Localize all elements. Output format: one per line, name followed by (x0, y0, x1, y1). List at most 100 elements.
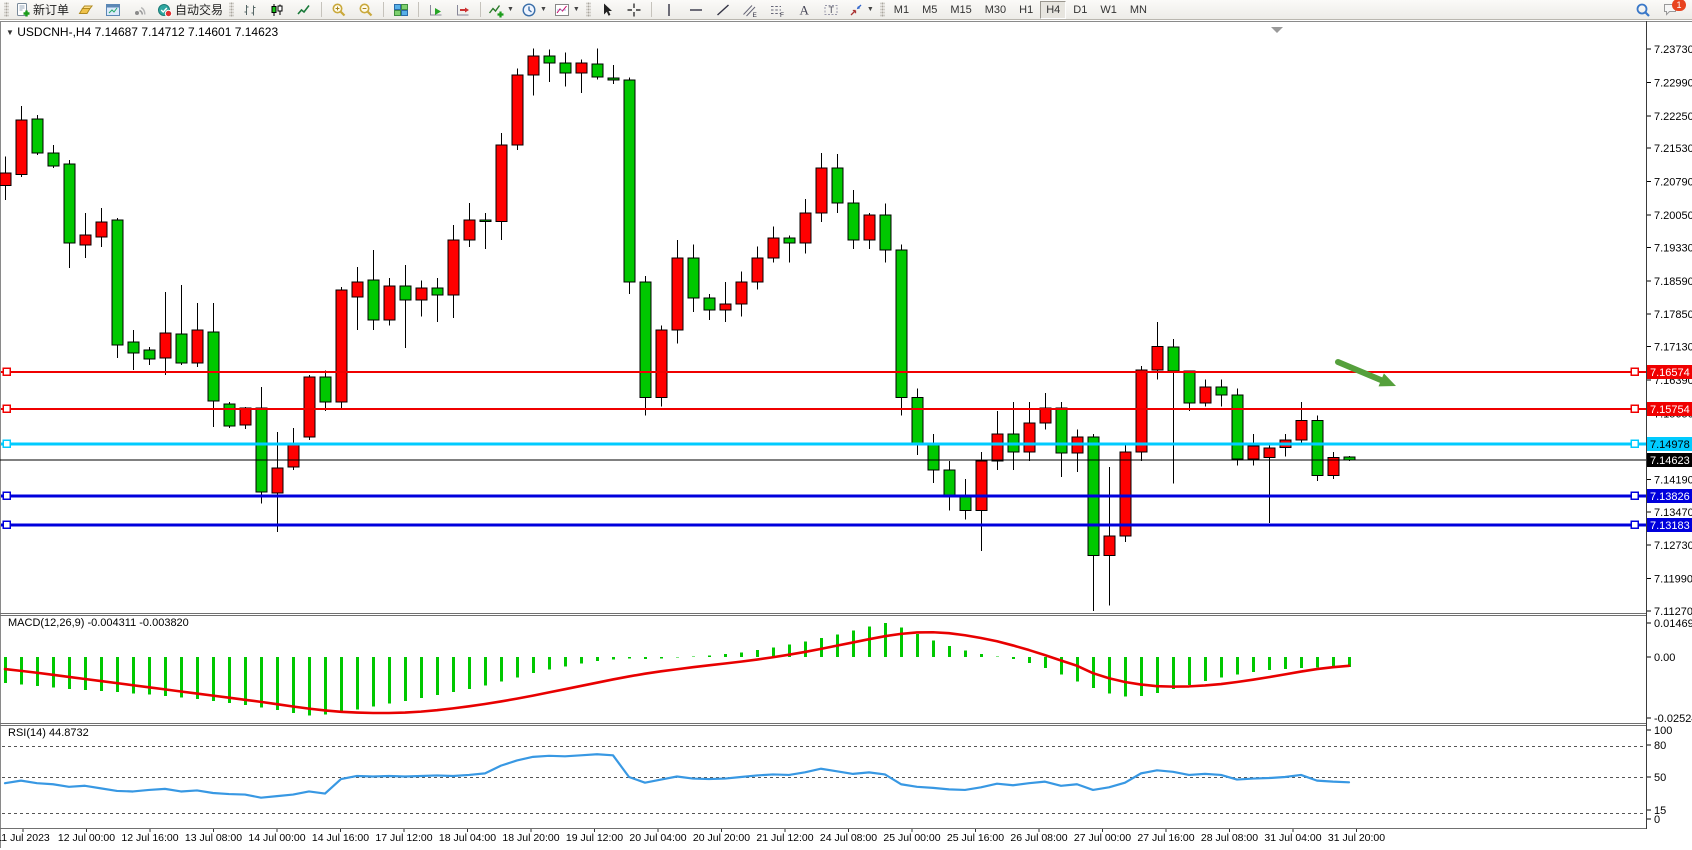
timeframe-w1-button[interactable]: W1 (1100, 3, 1117, 16)
candle-body (1295, 419, 1308, 441)
toolbar-grip[interactable] (879, 2, 885, 17)
chevron-down-icon[interactable]: ▼ (866, 6, 874, 13)
candlestick-series (0, 48, 1356, 612)
svg-text:T: T (828, 5, 834, 15)
periods-button[interactable]: ▼ (518, 0, 550, 20)
line-drag-handle[interactable] (2, 520, 11, 530)
auto-scroll-icon (430, 4, 442, 15)
timeframe-h4-button[interactable]: H4 (1040, 0, 1067, 19)
time-tick-label: 20 Jul 04:00 (629, 832, 686, 844)
svg-text:E: E (752, 12, 757, 18)
time-axis[interactable]: 11 Jul 2023 12 Jul 00:00 12 Jul 16:00 13 Ju… (0, 829, 1385, 844)
line-drag-handle[interactable] (1630, 491, 1639, 501)
line-drag-handle[interactable] (1630, 439, 1639, 449)
chart-shift-button[interactable] (450, 0, 476, 20)
timeframe-m15-button[interactable]: M15 (950, 3, 972, 16)
candlestick-button[interactable] (264, 0, 290, 20)
signal-icon (135, 6, 146, 15)
bar-chart-button[interactable] (237, 0, 263, 20)
toolbar-grip[interactable] (585, 2, 591, 17)
candle-body (1103, 535, 1116, 557)
vline-button[interactable] (656, 0, 682, 20)
new-order-icon (17, 2, 30, 16)
price-tick-label: 7.22990 (1654, 77, 1692, 89)
price-level-lines[interactable] (0, 367, 1646, 530)
candle-body (31, 118, 44, 154)
timeframe-m1-button[interactable]: M1 (893, 3, 910, 16)
notifications-button[interactable]: 1 (1662, 0, 1686, 19)
candle-body (911, 396, 924, 446)
channel-icon: E (742, 4, 757, 18)
rsi-line (3, 753, 1351, 799)
channel-button[interactable]: E (737, 0, 763, 20)
vline-icon (668, 3, 670, 16)
tile-windows-button[interactable] (388, 0, 414, 20)
candle-body (1135, 369, 1148, 453)
cursor-button[interactable] (594, 0, 620, 20)
candle-body (879, 214, 892, 251)
macd-signal-line (3, 630, 1351, 715)
line-drag-handle[interactable] (1630, 520, 1639, 530)
indicators-button[interactable]: ▼ (485, 0, 517, 20)
new-chart-button[interactable] (100, 0, 126, 20)
candle-body (1039, 407, 1052, 424)
macd-axis-label: -0.02524 (1654, 713, 1692, 725)
candle-body (511, 74, 524, 146)
market-watch-button[interactable] (73, 0, 99, 20)
line-drag-handle[interactable] (2, 439, 11, 449)
hline-button[interactable] (683, 0, 709, 20)
svg-text:F: F (780, 12, 784, 18)
price-axis[interactable]: 7.23730 7.22990 7.22250 7.21530 7.20790 7.200… (1647, 44, 1692, 618)
chart-shift-marker[interactable] (1271, 27, 1283, 33)
candle-body (335, 289, 348, 403)
new-order-button[interactable]: 新订单 (12, 0, 72, 20)
templates-button[interactable]: ▼ (551, 0, 583, 20)
zoom-in-button[interactable] (326, 0, 352, 20)
chevron-down-icon[interactable]: ▼ (507, 6, 514, 13)
line-drag-handle[interactable] (2, 491, 11, 501)
line-drag-handle[interactable] (1630, 404, 1639, 414)
time-tick-label: 14 Jul 00:00 (248, 832, 305, 844)
time-tick-label: 14 Jul 16:00 (312, 832, 369, 844)
line-drag-handle[interactable] (1630, 367, 1639, 377)
time-tick-label: 26 Jul 08:00 (1010, 832, 1067, 844)
signals-button[interactable] (127, 0, 153, 20)
chart-context-toggle-icon[interactable]: ▼ (6, 28, 14, 37)
candle-body (863, 214, 876, 241)
timeframe-m5-button[interactable]: M5 (922, 3, 938, 16)
timeframe-m30-button[interactable]: M30 (984, 3, 1007, 16)
auto-scroll-button[interactable] (423, 0, 449, 20)
timeframe-h1-button[interactable]: H1 (1019, 3, 1034, 16)
arrow-annotation[interactable] (1335, 359, 1396, 387)
macd-axis-label: 0.014691 (1654, 618, 1692, 630)
chevron-down-icon[interactable]: ▼ (572, 6, 580, 13)
text-icon: A (799, 2, 809, 17)
line-chart-button[interactable] (291, 0, 317, 20)
arrow-symbols-button[interactable]: ▼ (845, 0, 877, 20)
arrow-head (1378, 373, 1396, 387)
candle-body (415, 287, 428, 301)
candle-body (399, 285, 412, 301)
search-button[interactable] (1630, 0, 1656, 20)
auto-trading-button[interactable]: 自动交易 (154, 0, 226, 20)
toolbar-grip[interactable] (4, 2, 9, 17)
toolbar-grip[interactable] (229, 2, 235, 17)
chevron-down-icon[interactable]: ▼ (539, 6, 547, 13)
text-button[interactable]: A (791, 0, 817, 20)
time-tick-label: 24 Jul 08:00 (820, 832, 877, 844)
trendline-button[interactable] (710, 0, 736, 20)
candle-body (639, 281, 652, 398)
line-drag-handle[interactable] (2, 367, 11, 377)
zoom-out-button[interactable] (353, 0, 379, 20)
timeframe-mn-button[interactable]: MN (1129, 3, 1147, 16)
main-toolbar: 新订单 自动交易 ▼ ▼ ▼ E F A T ▼ M1 M5 M15 M30 H1 H4 D1 W1 MN 1 (0, 0, 1692, 20)
candle-body (111, 219, 124, 346)
candle-body (351, 281, 364, 298)
fibonacci-button[interactable]: F (764, 0, 790, 20)
text-label-button[interactable]: T (818, 0, 844, 20)
line-drag-handle[interactable] (2, 404, 11, 414)
candle-body (1023, 422, 1036, 453)
crosshair-button[interactable] (621, 0, 647, 20)
timeframe-d1-button[interactable]: D1 (1073, 3, 1088, 16)
